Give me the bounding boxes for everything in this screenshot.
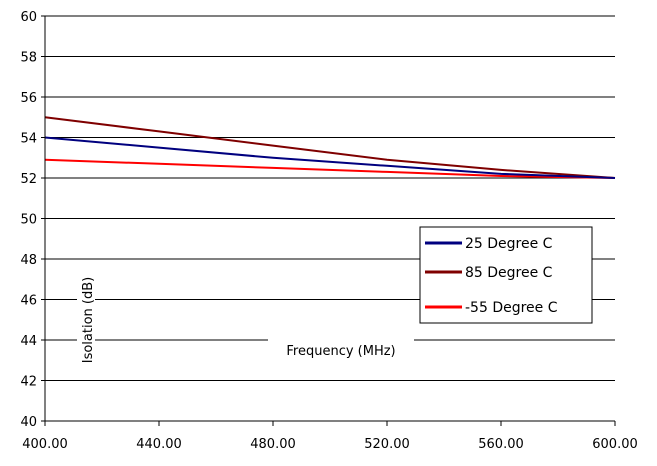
y-axis-label: Isolation (dB) xyxy=(81,277,96,364)
y-tick-labels: 40 42 44 46 48 50 52 54 56 58 60 xyxy=(20,10,45,430)
y-tick-label: 52 xyxy=(20,172,37,187)
y-axis-label-group: Isolation (dB) xyxy=(77,276,96,364)
x-axis-label-group: Frequency (MHz) xyxy=(268,339,414,359)
y-tick-label: 58 xyxy=(20,51,37,66)
x-tick-label: 400.00 xyxy=(22,437,68,452)
x-tick-labels: 400.00 440.00 480.00 520.00 560.00 600.00 xyxy=(22,421,638,452)
legend-label-85c: 85 Degree C xyxy=(465,265,553,281)
legend: 25 Degree C 85 Degree C -55 Degree C xyxy=(419,226,593,324)
x-tick-label: 560.00 xyxy=(478,437,524,452)
x-tick-label: 480.00 xyxy=(250,437,296,452)
legend-entry-85c: 85 Degree C xyxy=(425,265,553,281)
legend-label-minus55c: -55 Degree C xyxy=(465,300,558,316)
series-line-25c xyxy=(44,136,616,179)
y-tick-label: 60 xyxy=(20,10,37,25)
series-line-85c xyxy=(44,116,616,179)
x-tick-label: 440.00 xyxy=(136,437,182,452)
y-tick-label: 54 xyxy=(20,132,37,147)
y-tick-label: 42 xyxy=(20,375,37,390)
y-tick-label: 40 xyxy=(20,415,37,430)
series-line-minus55c xyxy=(44,158,616,179)
x-axis-label: Frequency (MHz) xyxy=(286,344,395,359)
y-tick-label: 50 xyxy=(20,213,37,228)
legend-entry-25c: 25 Degree C xyxy=(425,236,553,252)
legend-label-25c: 25 Degree C xyxy=(465,236,553,252)
y-tick-label: 48 xyxy=(20,253,37,268)
y-tick-label: 44 xyxy=(20,334,37,349)
x-tick-label: 600.00 xyxy=(592,437,638,452)
y-tick-label: 46 xyxy=(20,294,37,309)
series-lines xyxy=(44,116,616,179)
legend-entry-minus55c: -55 Degree C xyxy=(425,300,558,316)
y-tick-label: 56 xyxy=(20,91,37,106)
x-tick-label: 520.00 xyxy=(364,437,410,452)
